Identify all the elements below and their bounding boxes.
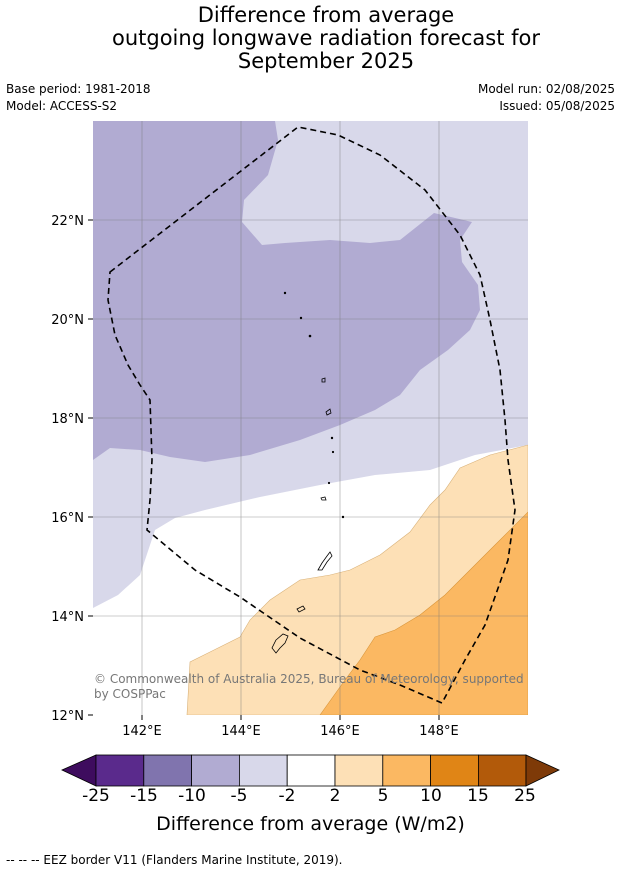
lat-label: 22°N bbox=[51, 214, 84, 229]
lat-label: 16°N bbox=[51, 511, 84, 526]
lat-label: 18°N bbox=[51, 412, 84, 427]
colorbar-bin bbox=[95, 754, 145, 787]
island-dot-3 bbox=[327, 481, 331, 485]
eez-legend: -- -- -- EEZ border V11 (Flanders Marine… bbox=[6, 853, 343, 867]
issued-date: Issued: 05/08/2025 bbox=[499, 99, 615, 113]
lon-label: 144°E bbox=[221, 724, 261, 739]
colorbar-bin bbox=[143, 754, 193, 787]
lon-label: 148°E bbox=[419, 724, 459, 739]
colorbar-title: Difference from average (W/m2) bbox=[156, 813, 465, 835]
colorbar-tick: 5 bbox=[377, 786, 389, 806]
colorbar-bin bbox=[191, 754, 240, 787]
lat-label: 14°N bbox=[51, 610, 84, 625]
meta-left: Base period: 1981-2018 Model: ACCESS-S2 bbox=[6, 81, 151, 115]
grid-lines bbox=[93, 121, 528, 715]
island-dot-1 bbox=[330, 436, 334, 440]
lon-label: 146°E bbox=[320, 724, 360, 739]
model-name: Model: ACCESS-S2 bbox=[6, 99, 118, 113]
colorbar-bin bbox=[382, 754, 431, 787]
island-small-1 bbox=[320, 496, 327, 501]
region-neg-15-10 bbox=[93, 121, 480, 462]
colorbar-tick: 15 bbox=[467, 786, 489, 806]
colorbar-tick: -25 bbox=[82, 786, 110, 806]
region-pos-5-10 bbox=[319, 511, 528, 715]
colorbar-bin bbox=[286, 754, 336, 787]
base-period: Base period: 1981-2018 bbox=[6, 82, 151, 96]
title-line-1: Difference from average bbox=[197, 3, 455, 27]
islands bbox=[271, 291, 345, 654]
map-title: Difference from average outgoing longwav… bbox=[0, 4, 621, 73]
colorbar-bin bbox=[334, 754, 384, 787]
colorbar-tick: -5 bbox=[230, 786, 248, 806]
colorbar bbox=[61, 754, 560, 787]
colorbar-tick: 10 bbox=[420, 786, 442, 806]
island-dot-6 bbox=[283, 291, 287, 295]
title-line-3: September 2025 bbox=[237, 49, 415, 73]
lat-label: 12°N bbox=[51, 709, 84, 724]
axis-labels: 22°N 20°N 18°N 16°N 14°N 12°N 142°E 144°… bbox=[51, 214, 459, 739]
colorbar-tick: -2 bbox=[278, 786, 296, 806]
colorbar-bin bbox=[238, 754, 288, 787]
lon-label: 142°E bbox=[122, 724, 162, 739]
lat-label: 20°N bbox=[51, 313, 84, 328]
island-dot-7 bbox=[341, 515, 345, 519]
meta-right: Model run: 02/08/2025 Issued: 05/08/2025 bbox=[478, 81, 615, 115]
colorbar-bin bbox=[430, 754, 479, 787]
colorbar-tick: 2 bbox=[329, 786, 341, 806]
island-small-2 bbox=[325, 408, 332, 416]
island-dot-4 bbox=[308, 334, 312, 338]
title-line-2: outgoing longwave radiation forecast for bbox=[111, 26, 541, 50]
island-saipan bbox=[317, 551, 333, 571]
model-run: Model run: 02/08/2025 bbox=[477, 82, 615, 96]
colorbar-extend-high bbox=[525, 754, 560, 787]
copyright-notice: © Commonwealth of Australia 2025, Bureau… bbox=[94, 672, 524, 701]
colorbar-tick: -10 bbox=[178, 786, 206, 806]
island-rota bbox=[296, 605, 306, 613]
axis-ticks bbox=[88, 219, 440, 720]
island-small-3 bbox=[321, 377, 326, 383]
island-guam bbox=[271, 633, 289, 654]
map-area bbox=[93, 121, 528, 715]
colorbar-tick: 25 bbox=[514, 786, 536, 806]
eez-border bbox=[107, 126, 516, 705]
colorbar-tick: -15 bbox=[130, 786, 158, 806]
colorbar-extend-low bbox=[61, 754, 97, 787]
island-dot-2 bbox=[331, 450, 335, 454]
island-dot-5 bbox=[299, 316, 303, 320]
colorbar-bin bbox=[477, 754, 527, 787]
